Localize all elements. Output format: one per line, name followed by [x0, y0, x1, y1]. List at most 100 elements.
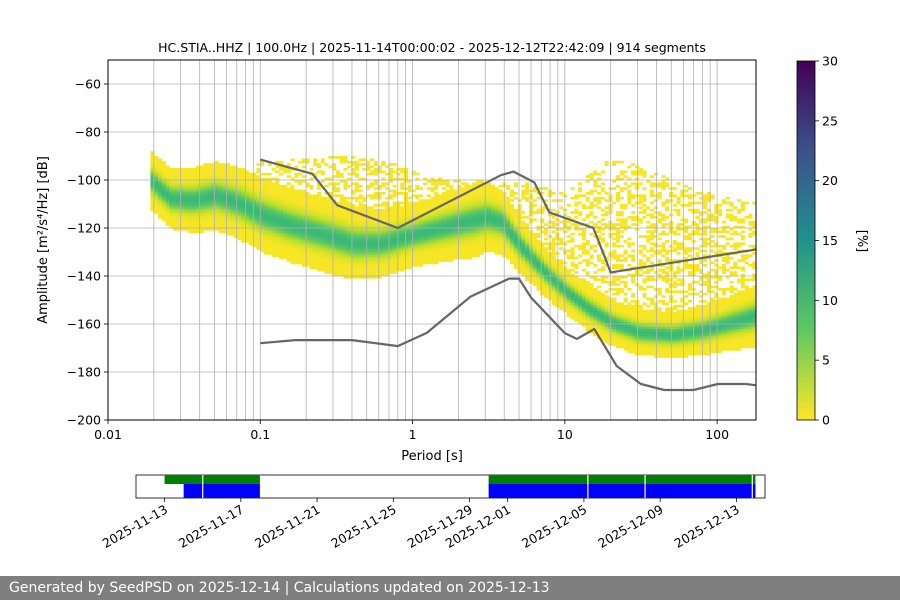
- psd-cell: [407, 237, 412, 241]
- psd-cell: [286, 196, 291, 200]
- psd-cell: [438, 235, 443, 238]
- psd-cell: [256, 235, 261, 238]
- psd-cell: [468, 232, 473, 236]
- psd-cell: [449, 220, 454, 224]
- psd-cell: [634, 321, 639, 325]
- psd-cell: [695, 228, 700, 231]
- psd-cell: [275, 225, 280, 229]
- psd-cell: [301, 223, 306, 226]
- psd-cell: [517, 261, 522, 265]
- psd-cell: [684, 252, 689, 255]
- psd-cell: [407, 256, 412, 260]
- psd-cell: [589, 211, 594, 214]
- psd-cell: [627, 242, 632, 246]
- psd-cell: [581, 259, 586, 262]
- psd-cell: [385, 254, 390, 258]
- psd-cell: [422, 204, 428, 207]
- psd-cell: [544, 288, 549, 291]
- psd-cell: [150, 180, 155, 183]
- psd-cell: [491, 211, 496, 214]
- psd-cell: [506, 204, 511, 207]
- psd-cell: [438, 259, 443, 262]
- psd-cell: [570, 256, 575, 260]
- psd-cell: [468, 252, 473, 255]
- psd-cell: [226, 213, 231, 217]
- psd-cell: [305, 230, 310, 234]
- psd-cell: [449, 187, 454, 190]
- psd-cell: [411, 256, 416, 260]
- psd-cell: [256, 194, 261, 198]
- psd-cell: [657, 343, 662, 346]
- psd-cell: [555, 199, 560, 202]
- psd-cell: [294, 211, 299, 214]
- psd-cell: [260, 204, 265, 207]
- psd-cell: [256, 182, 261, 186]
- psd-cell: [532, 273, 537, 277]
- psd-cell: [684, 256, 689, 260]
- psd-cell: [650, 225, 655, 229]
- psd-cell: [252, 180, 257, 183]
- psd-cell: [301, 256, 306, 260]
- psd-cell: [559, 220, 564, 224]
- psd-cell: [445, 237, 450, 241]
- psd-cell: [506, 256, 511, 260]
- psd-cell: [279, 165, 284, 169]
- psd-cell: [460, 211, 465, 214]
- psd-cell: [396, 242, 401, 246]
- psd-cell: [574, 309, 579, 313]
- psd-cell: [634, 324, 639, 327]
- psd-cell: [377, 168, 382, 171]
- psd-cell: [313, 237, 318, 241]
- psd-cell: [207, 225, 212, 229]
- psd-cell: [509, 247, 515, 250]
- psd-cell: [597, 268, 602, 272]
- psd-cell: [192, 175, 197, 178]
- psd-cell: [525, 225, 530, 229]
- psd-cell: [578, 283, 583, 286]
- psd-cell: [267, 225, 272, 229]
- psd-cell: [653, 336, 658, 339]
- psd-cell: [339, 175, 344, 178]
- psd-cell: [362, 208, 367, 212]
- psd-cell: [154, 187, 159, 190]
- psd-cell: [672, 276, 677, 279]
- psd-cell: [362, 211, 367, 214]
- psd-cell: [188, 172, 193, 176]
- psd-cell: [351, 196, 356, 200]
- psd-cell: [377, 230, 382, 234]
- psd-cell: [585, 180, 590, 183]
- psd-cell: [457, 189, 462, 193]
- psd-cell: [612, 324, 617, 327]
- psd-cell: [256, 208, 261, 212]
- psd-cell: [214, 218, 219, 222]
- psd-cell: [479, 204, 484, 207]
- psd-cell: [585, 280, 590, 284]
- psd-cell: [369, 172, 375, 176]
- psd-cell: [566, 276, 571, 279]
- psd-cell: [176, 177, 182, 181]
- psd-cell: [604, 280, 609, 284]
- psd-cell: [695, 304, 700, 308]
- psd-cell: [491, 240, 496, 243]
- psd-cell: [589, 285, 594, 289]
- psd-cell: [154, 168, 159, 171]
- psd-cell: [279, 199, 284, 202]
- psd-cell: [600, 232, 605, 236]
- psd-cell: [309, 235, 314, 238]
- psd-cell: [627, 225, 632, 229]
- psd-cell: [555, 259, 560, 262]
- psd-cell: [165, 187, 170, 190]
- psd-cell: [472, 230, 477, 234]
- psd-cell: [521, 192, 526, 195]
- psd-cell: [665, 309, 670, 313]
- psd-cell: [449, 259, 454, 262]
- psd-cell: [532, 268, 537, 272]
- psd-cell: [491, 247, 496, 250]
- psd-cell: [161, 196, 166, 200]
- psd-cell: [680, 352, 685, 356]
- psd-cell: [434, 216, 439, 219]
- psd-cell: [366, 228, 371, 231]
- psd-cell: [457, 180, 462, 183]
- psd-cell: [335, 249, 340, 253]
- psd-cell: [438, 249, 443, 253]
